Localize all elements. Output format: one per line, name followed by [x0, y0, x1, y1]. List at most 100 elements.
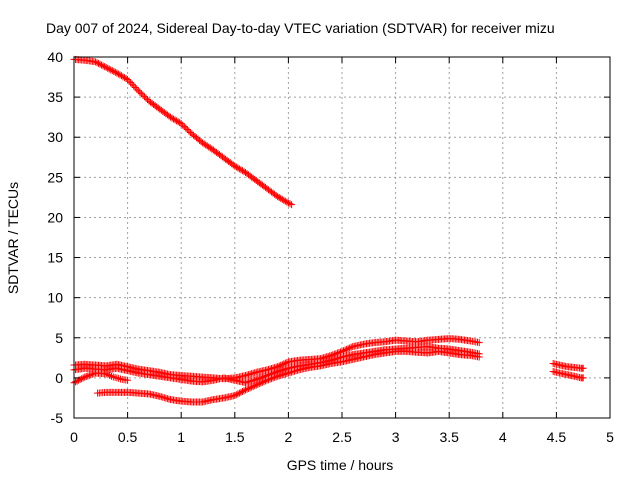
- data-point: [252, 381, 260, 389]
- data-point: [136, 88, 144, 96]
- data-point: [127, 79, 135, 87]
- y-tick-label: 20: [47, 209, 63, 225]
- data-point: [346, 344, 354, 352]
- data-point: [142, 94, 150, 102]
- data-point: [234, 390, 242, 398]
- data-point: [140, 93, 148, 101]
- data-point: [128, 80, 136, 88]
- axis-ticks: 0 0.5 1 1.5 2 2.5 3 3.5 4 4.5 5 -5 0 5 10 15 20 25 30 35 40: [47, 49, 614, 445]
- data-point: [263, 376, 271, 384]
- y-tick-label: 40: [47, 49, 63, 65]
- data-point: [579, 364, 587, 372]
- data-point: [475, 353, 483, 361]
- data-point: [288, 201, 296, 209]
- data-point: [105, 65, 113, 73]
- data-point: [99, 62, 107, 70]
- data-point: [260, 378, 268, 386]
- y-tick-label: 30: [47, 129, 63, 145]
- data-points: [70, 55, 587, 406]
- data-point: [579, 374, 587, 382]
- data-point: [82, 373, 90, 381]
- data-point: [81, 373, 89, 381]
- data-point: [268, 375, 276, 383]
- data-point: [76, 375, 84, 383]
- data-point: [185, 127, 193, 135]
- y-tick-label: -5: [51, 410, 64, 426]
- x-tick-label: 4.5: [547, 429, 567, 445]
- series-trace-6: [549, 359, 587, 372]
- data-point: [475, 339, 483, 347]
- data-point: [107, 66, 115, 74]
- data-point: [274, 193, 282, 201]
- data-point: [182, 124, 190, 132]
- data-point: [240, 387, 248, 395]
- data-point: [344, 345, 352, 353]
- x-tick-label: 5: [606, 429, 614, 445]
- chart-title: Day 007 of 2024, Sidereal Day-to-day VTE…: [46, 20, 555, 36]
- data-point: [139, 91, 147, 99]
- data-point: [131, 83, 139, 91]
- data-point: [272, 373, 280, 381]
- data-point: [109, 373, 117, 381]
- y-tick-label: 0: [55, 370, 63, 386]
- data-point: [251, 382, 259, 390]
- data-point: [284, 199, 292, 207]
- data-point: [85, 371, 93, 379]
- x-tick-label: 4: [499, 429, 507, 445]
- data-point: [93, 59, 101, 67]
- data-point: [111, 373, 119, 381]
- series-trace-7: [549, 367, 587, 382]
- y-tick-label: 35: [47, 89, 63, 105]
- data-point: [95, 59, 103, 67]
- x-tick-label: 3: [392, 429, 400, 445]
- data-point: [133, 85, 141, 93]
- data-point: [264, 376, 272, 384]
- x-tick-label: 2: [285, 429, 293, 445]
- x-tick-label: 3.5: [439, 429, 459, 445]
- data-point: [266, 375, 274, 383]
- data-point: [235, 389, 243, 397]
- data-point: [347, 343, 355, 351]
- data-point: [125, 77, 133, 85]
- y-tick-label: 25: [47, 169, 63, 185]
- data-point: [91, 58, 99, 66]
- series-trace-5: [94, 347, 483, 406]
- data-point: [110, 67, 118, 75]
- data-point: [257, 379, 265, 387]
- data-point: [166, 113, 174, 121]
- data-point: [98, 61, 106, 69]
- data-point: [124, 75, 132, 83]
- data-point: [180, 123, 188, 131]
- x-tick-label: 1.5: [225, 429, 245, 445]
- data-point: [261, 377, 269, 385]
- x-axis-label: GPS time / hours: [287, 457, 394, 473]
- data-point: [134, 87, 142, 95]
- y-tick-label: 15: [47, 250, 63, 266]
- data-point: [137, 90, 145, 98]
- data-point: [248, 383, 256, 391]
- data-point: [340, 347, 348, 355]
- data-point: [130, 82, 138, 90]
- data-point: [73, 377, 81, 385]
- x-tick-label: 1: [177, 429, 185, 445]
- x-tick-label: 0: [70, 429, 78, 445]
- data-point: [79, 374, 87, 382]
- data-point: [283, 198, 291, 206]
- data-point: [254, 380, 262, 388]
- data-point: [283, 359, 291, 367]
- data-point: [108, 372, 116, 380]
- data-point: [102, 63, 110, 71]
- data-point: [177, 120, 185, 128]
- data-point: [343, 345, 351, 353]
- data-point: [106, 371, 114, 379]
- data-point: [238, 388, 246, 396]
- data-point: [286, 200, 294, 208]
- data-point: [246, 384, 254, 392]
- data-point: [101, 63, 109, 71]
- data-point: [183, 126, 191, 134]
- data-point: [72, 378, 80, 386]
- data-point: [281, 359, 289, 367]
- data-point: [96, 60, 104, 68]
- data-point: [269, 374, 277, 382]
